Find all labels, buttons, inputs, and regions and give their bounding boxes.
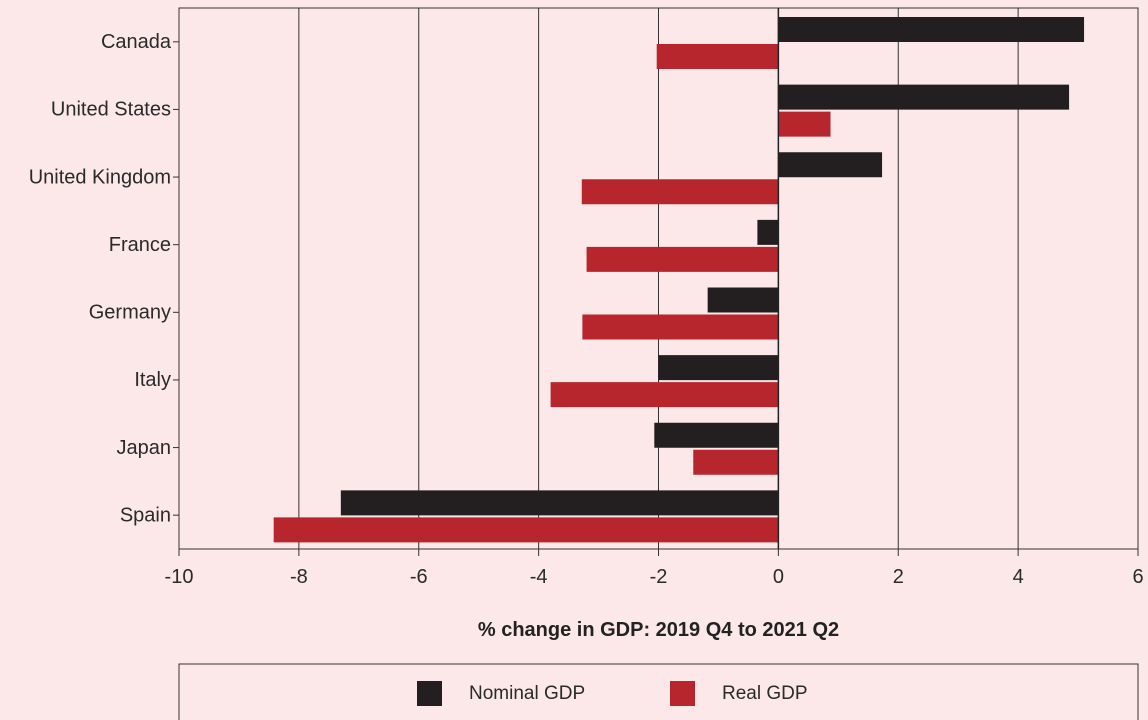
x-tick-label: -6 [410,566,428,588]
legend-label: Real GDP [722,683,808,704]
category-labels: Canada United States United Kingdom France G… [29,31,172,526]
bar-real [693,449,779,475]
x-axis-label: % change in GDP: 2019 Q4 to 2021 Q2 [478,619,839,641]
bar-nominal [778,84,1070,110]
bar-real [550,382,779,408]
bar-nominal [707,287,779,313]
bar-real [586,246,779,272]
x-tick-labels: -10 -8 -6 -4 -2 0 2 4 6 [165,566,1144,588]
legend-label: Nominal GDP [469,683,585,704]
bar-nominal [778,152,883,178]
category-label: Canada [101,31,172,53]
bar-real [656,44,779,69]
bar-nominal [340,490,779,516]
bar-real [581,179,779,205]
bars [273,17,1085,543]
x-tick-label: 2 [893,566,904,588]
axes [173,7,1139,556]
bar-nominal [778,17,1085,42]
bar-nominal [658,355,779,381]
x-tick-label: -10 [165,566,194,588]
category-label: Japan [117,437,172,459]
bar-real [778,111,831,137]
category-label: Spain [120,504,171,526]
bar-nominal [654,422,779,448]
category-label: United States [51,99,171,121]
bar-nominal [757,219,779,245]
x-tick-label: -8 [290,566,308,588]
x-tick-label: -2 [650,566,668,588]
x-tick-label: 6 [1132,566,1143,588]
x-tick-label: 0 [773,566,784,588]
legend: Nominal GDP Real GDP [178,663,1139,720]
category-label: Germany [89,302,171,324]
x-tick-label: -4 [530,566,548,588]
legend-swatch [670,681,695,706]
bar-real [273,517,779,543]
category-label: United Kingdom [29,166,171,188]
category-label: France [109,234,171,256]
bar-real [582,314,779,340]
legend-box [178,663,1139,720]
category-label: Italy [134,369,171,391]
x-tick-label: 4 [1013,566,1024,588]
legend-swatch [417,681,442,706]
